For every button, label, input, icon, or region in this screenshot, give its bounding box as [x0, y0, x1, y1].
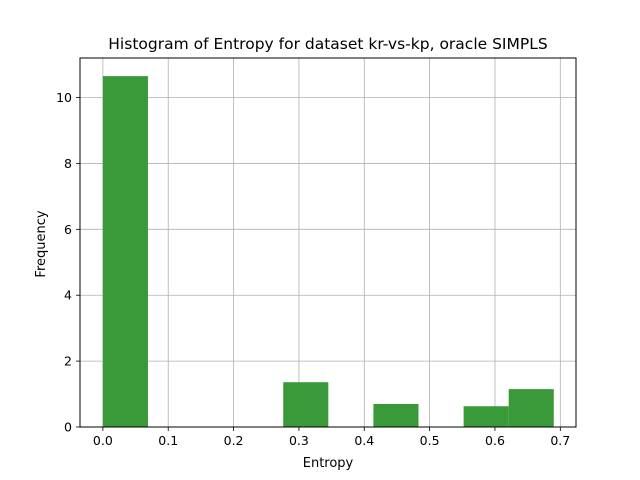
x-tick-label-5: 0.5 — [420, 433, 440, 448]
y-axis-ticks: 0 2 4 6 8 10 — [56, 90, 80, 435]
histogram-bar-6 — [373, 403, 419, 427]
y-axis-label: Frequency — [34, 210, 49, 277]
chart-title: Histogram of Entropy for dataset kr-vs-k… — [108, 35, 547, 53]
x-tick-label-4: 0.4 — [354, 433, 374, 448]
y-tick-label-2: 4 — [64, 288, 72, 303]
x-axis-label: Entropy — [303, 456, 354, 471]
x-tick-label-6: 0.6 — [485, 433, 505, 448]
y-tick-label-0: 0 — [64, 420, 72, 435]
x-tick-label-2: 0.2 — [224, 433, 244, 448]
histogram-bar-9 — [508, 389, 554, 427]
x-tick-label-0: 0.0 — [93, 433, 113, 448]
y-tick-label-5: 10 — [56, 90, 72, 105]
histogram-bar-0 — [102, 76, 148, 427]
histogram-bar-8 — [463, 406, 509, 427]
histogram-bar-4 — [283, 382, 329, 427]
histogram-bars — [102, 76, 554, 427]
y-tick-label-3: 6 — [64, 222, 72, 237]
y-tick-label-4: 8 — [64, 156, 72, 171]
plot-frame — [79, 57, 577, 428]
x-tick-label-1: 0.1 — [158, 433, 178, 448]
x-tick-label-7: 0.7 — [550, 433, 570, 448]
x-axis-ticks: 0.0 0.1 0.2 0.3 0.4 0.5 0.6 0.7 — [93, 427, 570, 448]
x-tick-label-3: 0.3 — [289, 433, 309, 448]
y-tick-label-1: 2 — [64, 354, 72, 369]
